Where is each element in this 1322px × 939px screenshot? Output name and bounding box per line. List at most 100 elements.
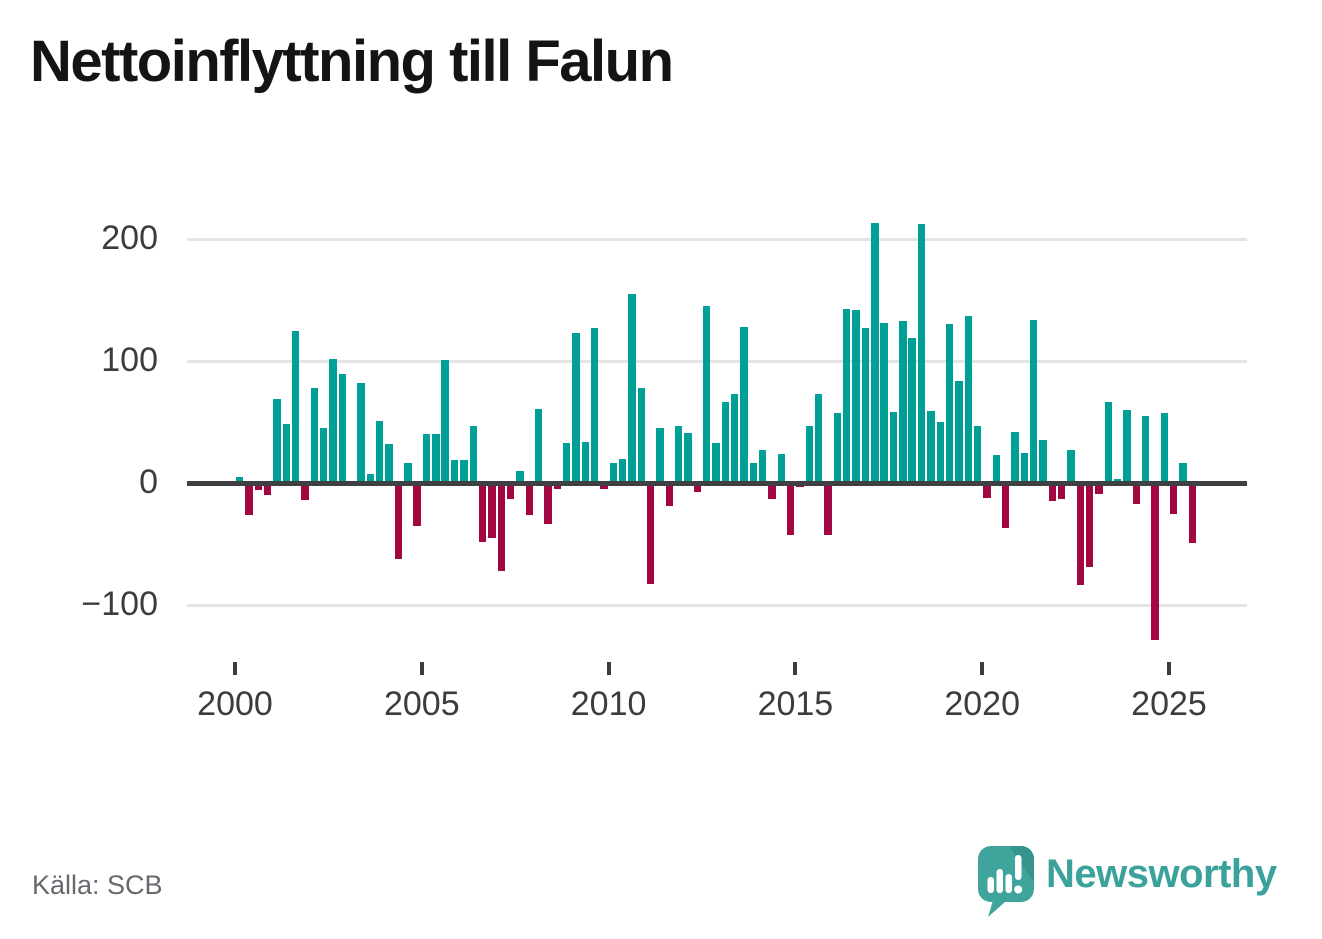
bar-2018q1	[908, 337, 916, 483]
bar-2002q1	[310, 387, 319, 483]
bar-2018q4	[936, 422, 944, 483]
exclamation-dot	[1014, 885, 1023, 894]
bar-2007q4	[525, 483, 533, 515]
x-axis-label: 2020	[944, 685, 1020, 723]
bar-2001q3	[292, 330, 300, 483]
bar-2000q4	[264, 483, 272, 496]
bar-2016q2	[843, 308, 851, 483]
bar-2006q4	[488, 483, 496, 538]
bar-2011q2	[656, 428, 664, 483]
bar-2017q1	[871, 223, 879, 483]
y-axis-label: 0	[139, 463, 158, 501]
x-axis-line	[187, 480, 1247, 486]
gridline-y-100	[187, 359, 1247, 363]
bar-2012q3	[703, 306, 711, 483]
x-axis-label: 2005	[383, 685, 460, 723]
bar-2018q3	[927, 411, 935, 483]
newsworthy-logo: Newsworthy	[978, 844, 1298, 924]
bar-2025q3	[1188, 483, 1197, 543]
exclamation-bar	[1015, 855, 1022, 880]
bar-2003q4	[376, 420, 384, 483]
bar-2020q2	[992, 454, 1000, 483]
bar-2019q4	[973, 425, 982, 483]
bar-2011q1	[646, 483, 655, 585]
bar-2012q4	[712, 442, 720, 483]
bar-2003q2	[357, 382, 365, 483]
bar-2013q2	[731, 393, 739, 483]
chart-title: Nettoinflyttning till Falun	[30, 29, 674, 94]
bar-2022q2	[1067, 450, 1075, 483]
x-axis-label: 2000	[197, 685, 273, 723]
bar-2015q2	[805, 425, 814, 483]
bar-2023q1	[1095, 483, 1103, 494]
bar-2000q2	[245, 483, 253, 515]
bar-2000q1	[236, 476, 244, 483]
bar-2011q4	[674, 425, 683, 483]
newsworthy-icon	[978, 846, 1034, 917]
bar-2019q1	[945, 324, 954, 483]
bar-2013q3	[740, 326, 748, 483]
bar-2021q2	[1029, 319, 1038, 483]
x-axis-tick-2020	[980, 662, 985, 675]
bar-2006q3	[478, 483, 487, 542]
bar-2007q2	[506, 483, 515, 499]
x-axis-tick-2000	[233, 662, 237, 675]
bar-2019q2	[955, 380, 963, 483]
bar-2024q2	[1141, 415, 1150, 483]
bar-2024q4	[1160, 413, 1169, 483]
bar-2018q2	[917, 224, 926, 483]
bar-2001q2	[282, 424, 291, 483]
bar-2008q4	[562, 442, 571, 483]
x-axis-tick-2005	[419, 662, 424, 675]
bar-2021q4	[1048, 483, 1056, 502]
bar-2006q2	[469, 425, 477, 483]
bar-2010q1	[609, 463, 617, 483]
bar-2007q1	[497, 483, 505, 571]
bar-2013q4	[749, 463, 758, 483]
bar-2012q2	[693, 483, 702, 492]
bar-2017q2	[880, 323, 888, 483]
gridline-y-200	[187, 237, 1247, 241]
bar-2003q3	[366, 474, 375, 483]
bar-2001q4	[301, 483, 309, 501]
bar-2009q1	[572, 332, 580, 483]
bar-2005q3	[441, 359, 449, 483]
bar-2024q1	[1132, 483, 1141, 504]
bar-2022q1	[1057, 483, 1066, 499]
bar-2020q3	[1001, 483, 1010, 529]
bar-2023q4	[1123, 409, 1131, 483]
bar-2010q2	[618, 458, 627, 483]
x-axis-tick-2010	[606, 662, 611, 675]
newsworthy-wordmark: Newsworthy	[1046, 852, 1277, 896]
source-note: Källa: SCB	[32, 870, 163, 900]
gridline-y--100	[187, 603, 1247, 607]
bar-2022q3	[1076, 483, 1084, 586]
y-axis-label: 200	[101, 219, 158, 257]
bar-2006q1	[460, 459, 468, 483]
bar-2008q1	[534, 408, 543, 483]
bar-2014q3	[777, 453, 786, 483]
bar-2011q3	[665, 483, 674, 507]
bar-2009q3	[590, 328, 599, 483]
bar-2005q2	[432, 434, 440, 483]
bar-2014q1	[759, 450, 767, 483]
bar-2005q4	[450, 459, 459, 483]
bar-2010q4	[637, 387, 645, 483]
bar-2009q2	[581, 441, 589, 483]
bar-2010q3	[628, 293, 636, 483]
bar-2025q2	[1179, 463, 1187, 483]
bar-2002q4	[338, 374, 347, 483]
bar-2008q3	[553, 483, 561, 490]
bar-2004q1	[385, 443, 393, 483]
bar-2016q4	[861, 328, 870, 483]
x-axis-label: 2025	[1131, 685, 1207, 723]
bar-2017q4	[899, 320, 907, 483]
plot-area: 2000 2005 2010 2015 2020 2025	[187, 210, 1247, 740]
bar-2020q1	[983, 483, 991, 498]
bar-2014q2	[768, 483, 776, 499]
y-axis-label: −100	[81, 585, 158, 623]
bar-2004q2	[394, 483, 403, 559]
bar-2002q3	[329, 358, 337, 483]
x-axis-tick-2015	[793, 662, 798, 675]
